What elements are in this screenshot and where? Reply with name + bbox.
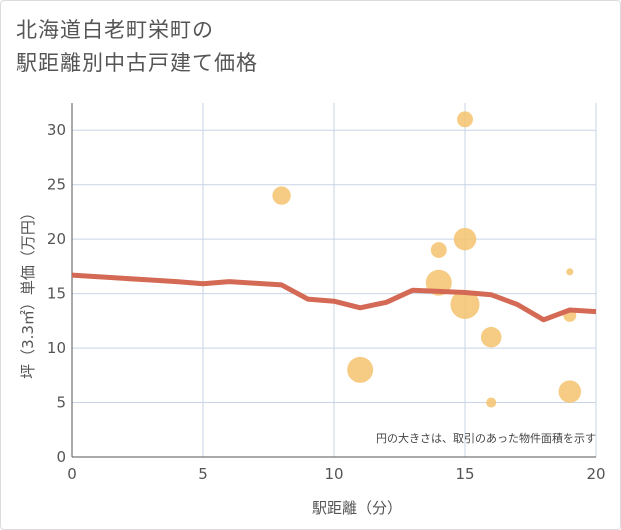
y-tick-label: 0 <box>56 448 66 466</box>
x-tick-label: 0 <box>67 465 77 483</box>
data-point <box>347 356 374 383</box>
x-axis-label: 駅距離（分） <box>312 499 402 517</box>
chart-title: 北海道白老町栄町の 駅距離別中古戸建て価格 <box>16 14 258 80</box>
data-point <box>272 186 291 205</box>
data-point <box>430 242 447 259</box>
data-point <box>457 111 473 128</box>
chart-title-line2: 駅距離別中古戸建て価格 <box>16 51 258 75</box>
x-tick-label: 10 <box>324 465 343 483</box>
y-tick-label: 10 <box>47 339 66 357</box>
tick-labels: 0 5 10 15 20 25 30 0 5 10 15 20 <box>47 121 606 483</box>
trend-line-group <box>71 272 597 323</box>
size-note: 円の大きさは、取引のあった物件面積を示す <box>376 431 596 445</box>
y-tick-label: 15 <box>47 285 66 303</box>
y-axis-label: 坪（3.3㎡）単価（万円） <box>19 205 37 379</box>
y-tick-label: 30 <box>47 121 66 139</box>
trend-line <box>71 272 597 323</box>
data-point <box>450 289 480 320</box>
y-tick-label: 20 <box>47 230 66 248</box>
y-tick-label: 5 <box>56 394 66 412</box>
data-point <box>566 268 574 276</box>
chart-title-line1: 北海道白老町栄町の <box>16 18 214 42</box>
data-point <box>480 326 502 348</box>
x-tick-label: 15 <box>455 465 474 483</box>
data-points <box>272 111 582 408</box>
data-point <box>486 397 497 408</box>
x-tick-label: 20 <box>586 465 605 483</box>
data-point <box>558 380 582 403</box>
data-point <box>453 227 477 251</box>
y-tick-label: 25 <box>47 176 66 194</box>
grid <box>71 103 597 458</box>
x-tick-label: 5 <box>198 465 208 483</box>
